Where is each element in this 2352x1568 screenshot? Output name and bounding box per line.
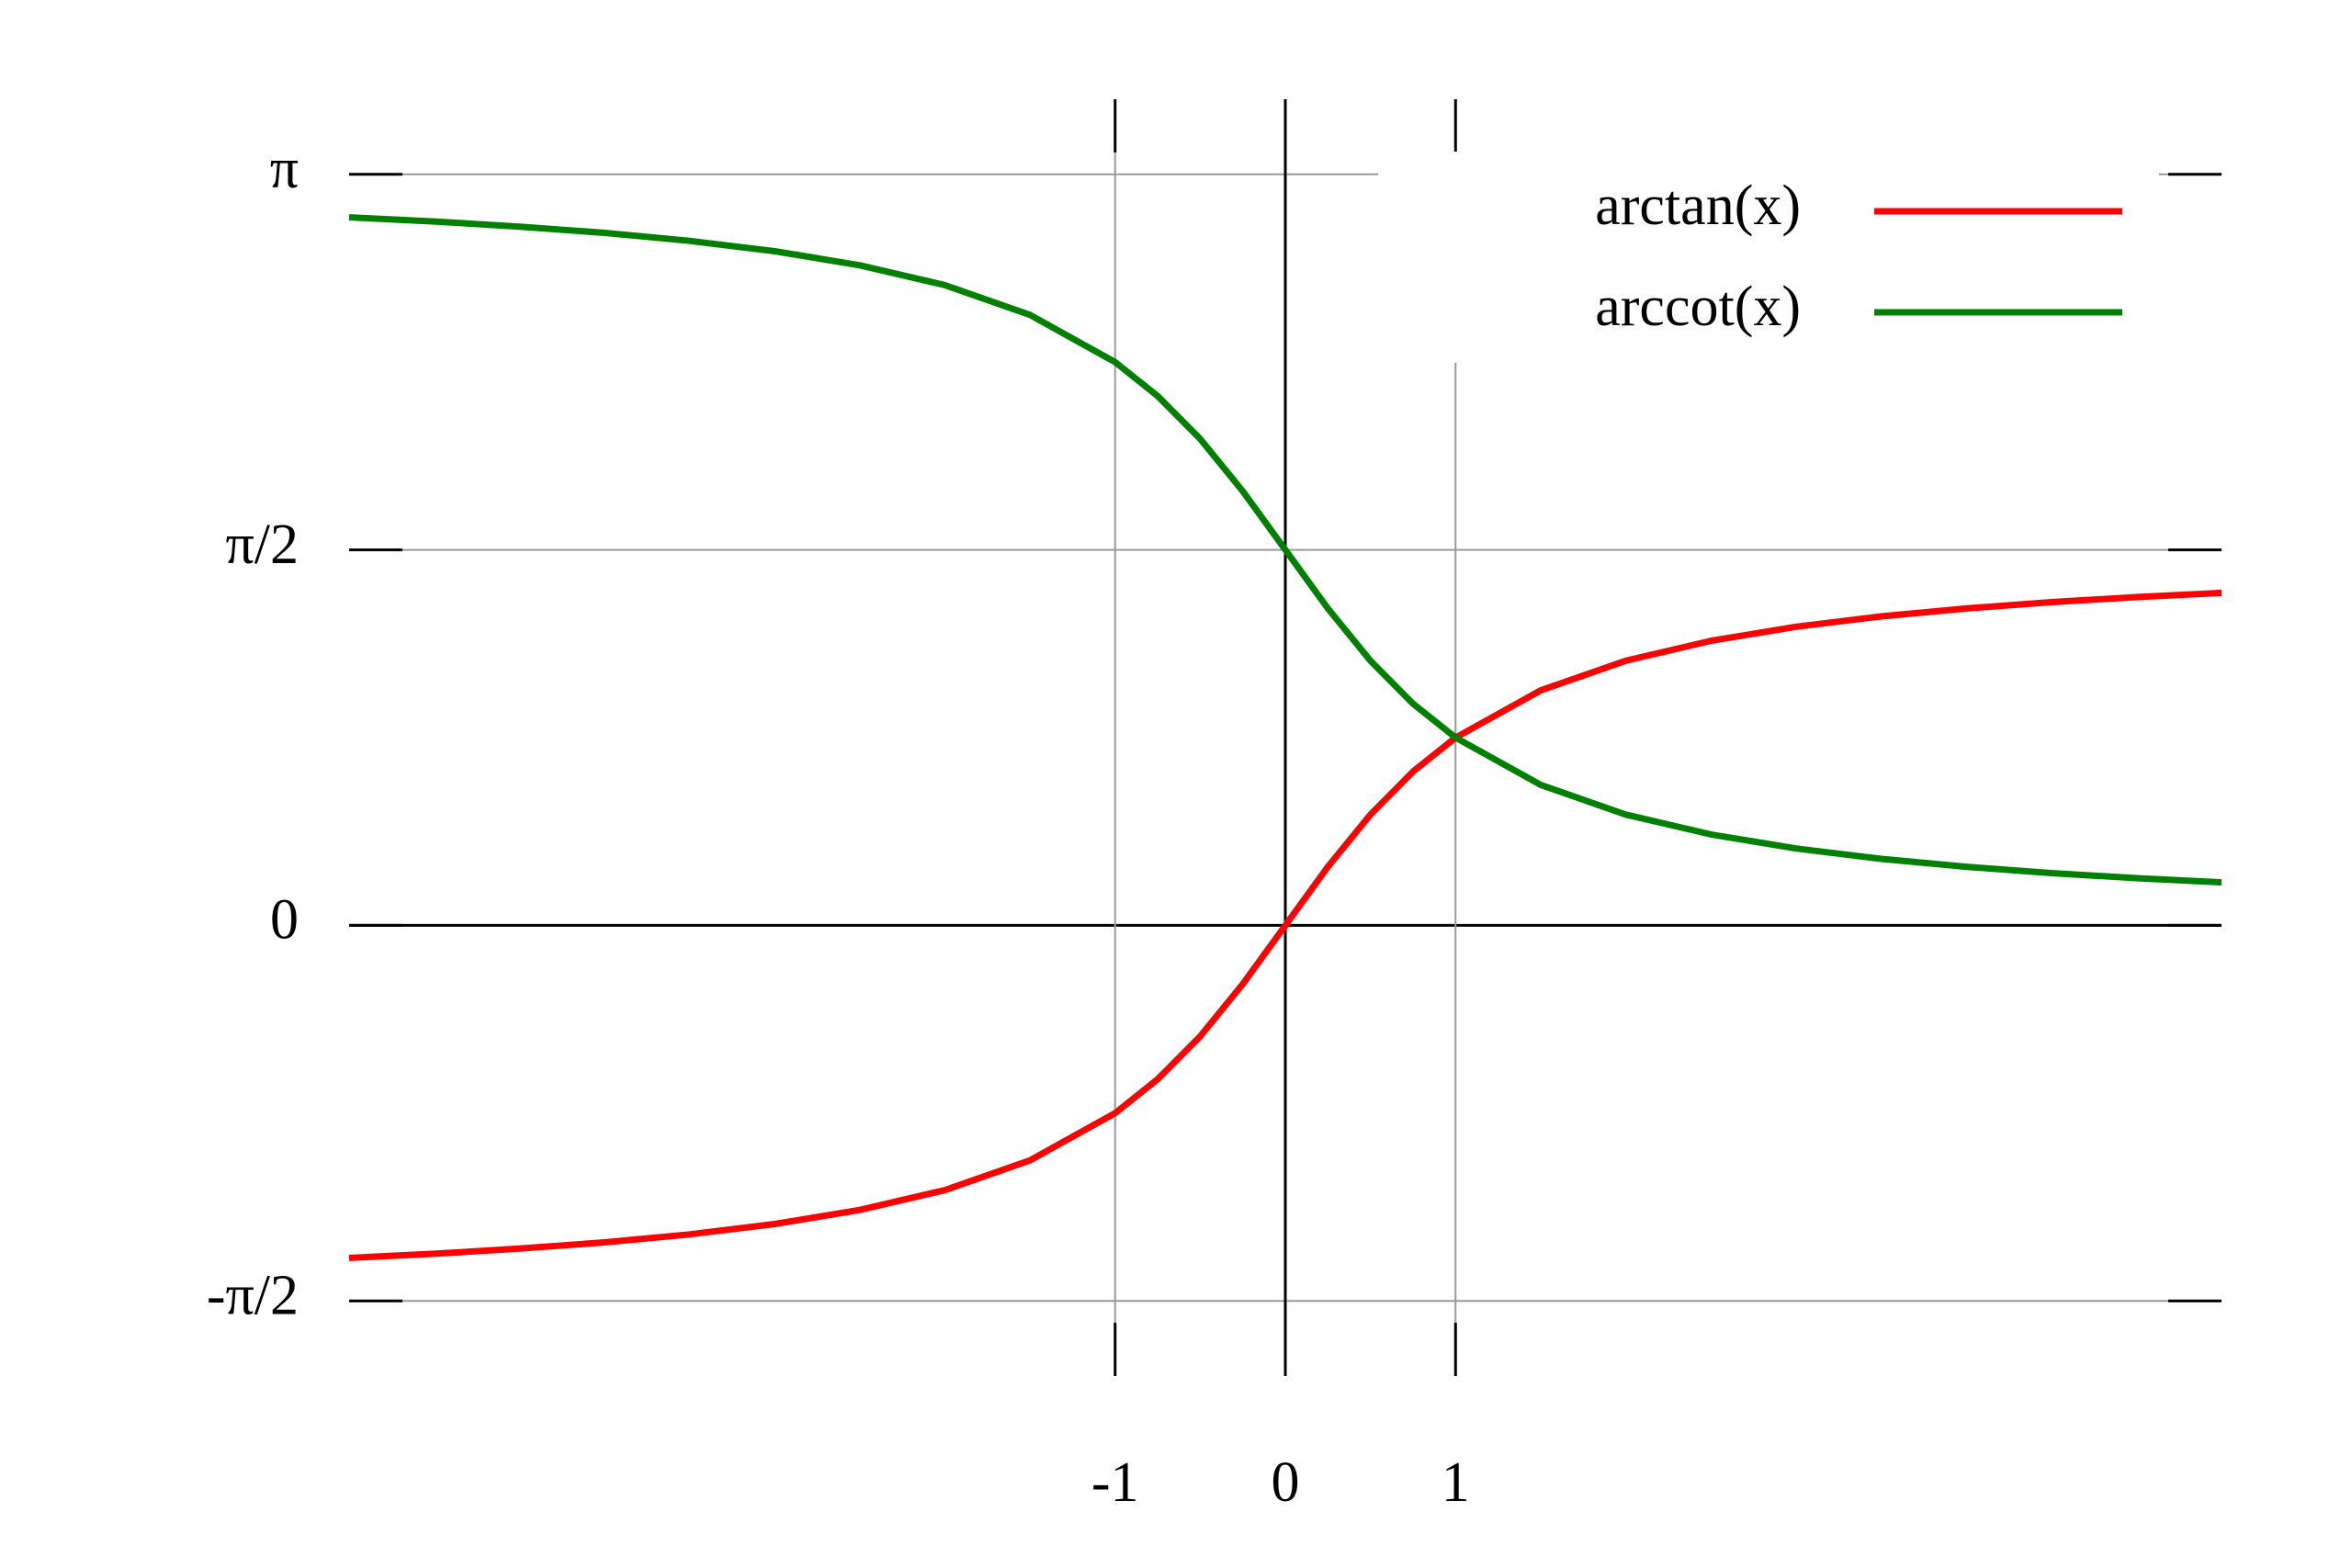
legend-label-arccot: arccot(x) xyxy=(1595,276,1801,338)
legend-label-arctan: arctan(x) xyxy=(1595,175,1801,237)
legend: arctan(x) arccot(x) xyxy=(1378,152,2159,363)
y-tick-label-2: 0 xyxy=(270,889,299,952)
series-lines xyxy=(348,214,2222,1261)
series-line-arctan xyxy=(348,589,2222,1261)
x-tick-label-1: 0 xyxy=(1272,1451,1300,1514)
x-tick-label-2: 1 xyxy=(1442,1451,1470,1514)
y-tick-label-0: π xyxy=(270,138,299,200)
legend-background xyxy=(1378,152,2159,363)
y-tick-label-1: π/2 xyxy=(225,513,299,576)
y-tick-label-3: -π/2 xyxy=(207,1264,299,1326)
x-tick-label-0: -1 xyxy=(1091,1451,1139,1514)
ticks: π π/2 0 -π/2 -1 0 1 xyxy=(207,99,2222,1514)
series-line-arccot xyxy=(348,214,2222,886)
